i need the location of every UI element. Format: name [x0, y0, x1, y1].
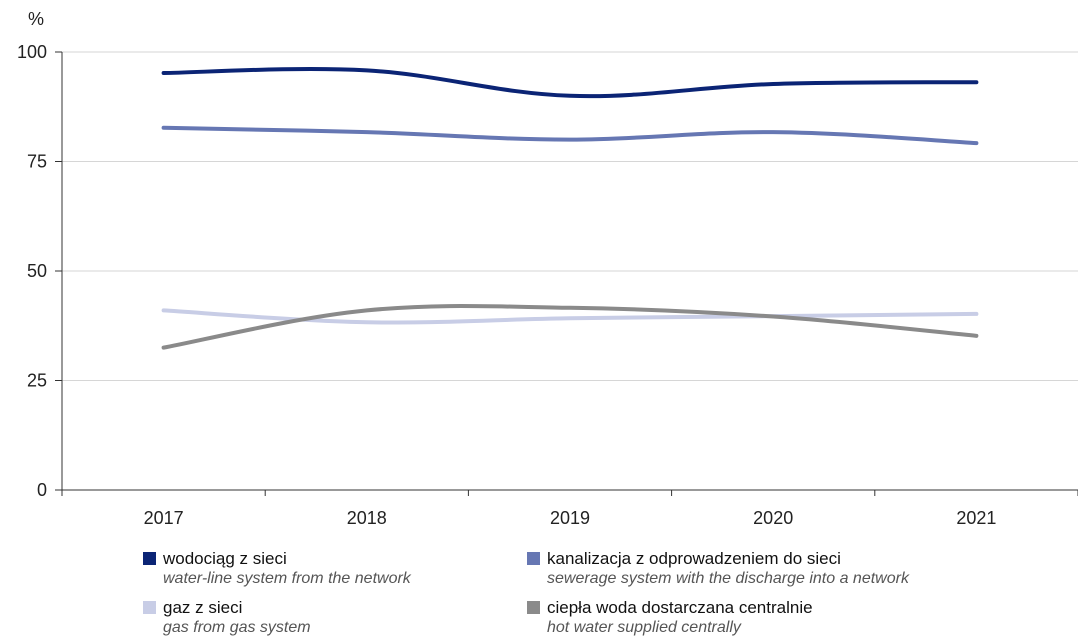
y-tick-label: 25	[27, 371, 47, 391]
x-tick-label: 2019	[550, 508, 590, 528]
series-line-0	[161, 67, 979, 99]
axes	[55, 51, 1078, 496]
grid-lines	[62, 51, 1078, 381]
y-tick-label: 0	[37, 480, 47, 500]
y-unit-label: %	[28, 9, 44, 29]
x-tick-label: 2018	[347, 508, 387, 528]
series-line-3	[161, 303, 979, 350]
series-line-1	[161, 125, 979, 146]
y-tick-label: 100	[17, 42, 47, 62]
tick-labels: 0 25 50 75 100 2017 2018 2019 2020 2021	[17, 42, 996, 528]
x-tick-label: 2021	[956, 508, 996, 528]
y-tick-label: 75	[27, 152, 47, 172]
x-tick-label: 2020	[753, 508, 793, 528]
series-lines	[161, 67, 979, 350]
x-tick-label: 2017	[144, 508, 184, 528]
y-tick-label: 50	[27, 261, 47, 281]
